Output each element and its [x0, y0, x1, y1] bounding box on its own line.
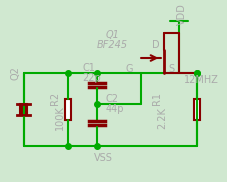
- Text: 22p: 22p: [82, 73, 101, 83]
- FancyBboxPatch shape: [65, 99, 71, 120]
- Text: R1: R1: [152, 92, 162, 105]
- Text: R2: R2: [50, 92, 60, 105]
- FancyBboxPatch shape: [20, 104, 27, 114]
- Text: 100K: 100K: [54, 106, 64, 130]
- Text: 2.2K: 2.2K: [156, 107, 166, 129]
- Text: Q1: Q1: [105, 29, 119, 39]
- Text: VSS: VSS: [94, 153, 113, 163]
- Text: G: G: [125, 64, 133, 74]
- Text: 12MHZ: 12MHZ: [183, 75, 217, 85]
- Text: 44p: 44p: [105, 104, 124, 114]
- Text: C1: C1: [82, 63, 95, 73]
- Text: VDD: VDD: [176, 3, 186, 25]
- Text: BF245: BF245: [96, 40, 128, 50]
- FancyBboxPatch shape: [193, 99, 199, 120]
- Text: C2: C2: [105, 94, 118, 104]
- Text: Q2: Q2: [10, 66, 20, 80]
- Text: S: S: [167, 64, 173, 74]
- Text: D: D: [152, 40, 159, 50]
